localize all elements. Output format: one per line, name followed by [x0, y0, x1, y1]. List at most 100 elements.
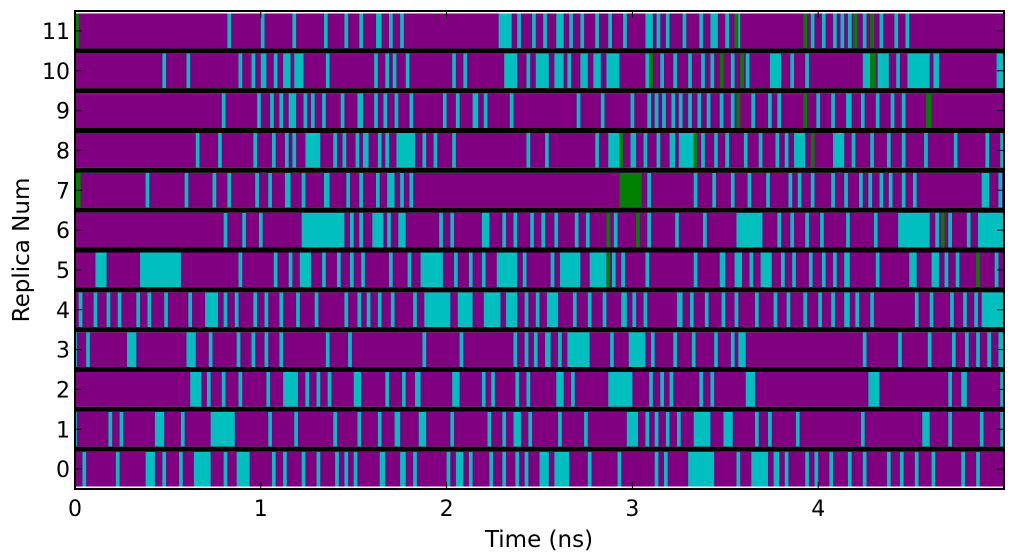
- state-segment: [572, 292, 577, 328]
- x-tick-label: 1: [254, 497, 268, 522]
- state-segment: [894, 13, 899, 49]
- state-segment: [647, 93, 651, 128]
- state-segment: [374, 53, 378, 89]
- state-segment: [712, 172, 717, 208]
- state-segment: [868, 172, 873, 208]
- state-segment: [210, 411, 235, 447]
- state-segment: [362, 133, 369, 168]
- state-segment: [736, 451, 741, 487]
- replica-row-6: [75, 212, 1004, 248]
- state-segment: [833, 13, 837, 49]
- state-segment: [844, 292, 850, 328]
- state-segment: [221, 372, 226, 407]
- y-tick-label: 11: [42, 20, 70, 45]
- state-segment: [305, 372, 310, 407]
- state-segment: [630, 133, 637, 168]
- state-segment: [127, 332, 137, 367]
- state-segment: [669, 133, 676, 168]
- x-axis-label: Time (ns): [484, 527, 593, 553]
- state-segment: [600, 93, 605, 128]
- state-segment: [974, 292, 978, 328]
- state-segment: [730, 332, 735, 367]
- state-segment: [587, 292, 592, 328]
- state-segment: [400, 451, 406, 487]
- replica-row-2: [75, 372, 1004, 407]
- state-segment: [584, 411, 588, 447]
- state-segment: [238, 53, 243, 89]
- y-tick-label: 7: [56, 179, 70, 204]
- state-segment: [513, 332, 518, 367]
- state-segment: [515, 451, 520, 487]
- state-segment: [253, 133, 258, 168]
- state-segment: [299, 252, 311, 288]
- state-segment: [344, 292, 349, 328]
- state-segment: [693, 411, 711, 447]
- state-segment: [526, 53, 531, 89]
- state-segment: [879, 172, 884, 208]
- state-segment: [649, 372, 653, 407]
- state-segment: [316, 372, 321, 407]
- state-segment: [288, 252, 293, 288]
- state-segment: [489, 451, 494, 487]
- state-segment: [636, 212, 640, 248]
- state-segment: [862, 53, 871, 89]
- state-segment: [487, 411, 492, 447]
- state-segment: [409, 172, 414, 208]
- state-segment: [649, 53, 653, 89]
- state-segment: [450, 411, 455, 447]
- state-segment: [820, 212, 824, 248]
- state-segment: [875, 252, 880, 288]
- state-segment: [645, 252, 650, 288]
- state-segment: [452, 53, 456, 89]
- state-segment: [589, 252, 607, 288]
- state-segment: [554, 53, 564, 89]
- state-segment: [559, 252, 581, 288]
- state-segment: [402, 372, 406, 407]
- state-segment: [888, 172, 893, 208]
- state-segment: [522, 252, 527, 288]
- state-segment: [377, 292, 382, 328]
- replica-row-background: [75, 372, 1004, 407]
- state-segment: [781, 252, 785, 288]
- state-segment: [258, 212, 263, 248]
- state-segment: [556, 13, 564, 49]
- state-segment: [758, 133, 763, 168]
- state-segment: [662, 93, 666, 128]
- state-segment: [847, 13, 852, 49]
- replica-row-7: [75, 172, 1004, 208]
- state-segment: [831, 93, 835, 128]
- state-segment: [870, 53, 876, 89]
- state-segment: [948, 212, 952, 248]
- state-segment: [901, 133, 906, 168]
- state-segment: [580, 53, 588, 89]
- state-segment: [645, 13, 653, 49]
- state-segment: [255, 172, 259, 208]
- state-segment: [108, 411, 113, 447]
- state-segment: [301, 451, 306, 487]
- state-segment: [394, 411, 401, 447]
- state-segment: [773, 292, 778, 328]
- state-segment: [795, 411, 800, 447]
- state-segment: [650, 332, 655, 367]
- state-segment: [699, 372, 704, 407]
- state-segment: [218, 133, 222, 168]
- state-segment: [567, 332, 590, 367]
- state-segment: [223, 451, 228, 487]
- y-tick-label: 3: [56, 339, 70, 364]
- state-segment: [387, 212, 391, 248]
- state-segment: [898, 212, 930, 248]
- row-separator: [75, 128, 1004, 133]
- state-segment: [944, 252, 949, 288]
- state-segment: [701, 53, 705, 89]
- state-segment: [647, 172, 651, 208]
- state-segment: [212, 172, 217, 208]
- state-segment: [660, 53, 664, 89]
- state-segment: [840, 13, 845, 49]
- state-segment: [524, 292, 529, 328]
- state-segment: [292, 13, 297, 49]
- state-segment: [751, 451, 769, 487]
- state-segment: [264, 292, 269, 328]
- state-segment: [875, 93, 880, 128]
- state-segment: [452, 372, 460, 407]
- state-segment: [922, 411, 930, 447]
